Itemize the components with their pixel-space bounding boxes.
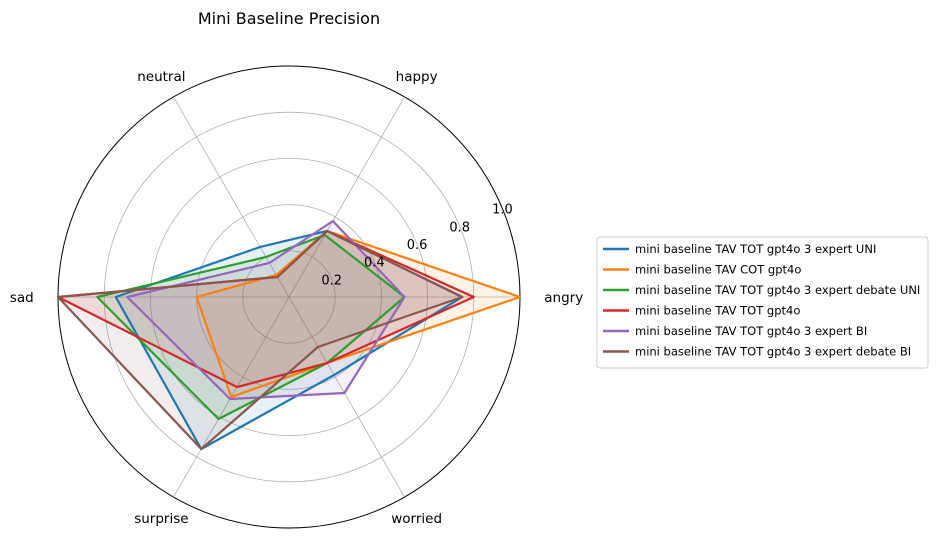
axis-labels: 0.2 0.4 0.6 0.8 1.0 angry happy neutral sad surpr… <box>10 69 583 527</box>
radial-tick-label: 0.2 <box>321 273 342 288</box>
legend-entry: mini baseline TAV TOT gpt4o 3 expert BI <box>635 324 867 338</box>
series-layer <box>56 219 522 451</box>
grid-spoke <box>288 96 405 298</box>
series-fill <box>58 230 463 450</box>
series-fill <box>196 230 520 398</box>
radial-tick-label: 1.0 <box>492 203 513 218</box>
series-line <box>56 229 464 451</box>
legend-entry: mini baseline TAV TOT gpt4o <box>635 304 800 318</box>
series-fill <box>115 230 463 450</box>
radial-tick-label: 0.8 <box>449 220 470 235</box>
category-label: surprise <box>134 511 188 527</box>
radial-tick-label: 0.6 <box>407 238 428 253</box>
category-label: neutral <box>137 69 185 85</box>
legend-entry: mini baseline TAV TOT gpt4o 3 expert deb… <box>635 283 920 297</box>
legend-entry: mini baseline TAV TOT gpt4o 3 expert deb… <box>635 345 911 359</box>
category-label: sad <box>10 290 34 306</box>
radial-tick-label: 0.4 <box>364 256 385 271</box>
series-line <box>126 219 406 401</box>
chart-title: Mini Baseline Precision <box>198 9 380 28</box>
grid-spoke <box>288 296 405 498</box>
series-fill <box>127 220 405 400</box>
legend-box <box>596 236 929 369</box>
legend-entry: mini baseline TAV COT gpt4o <box>635 263 801 277</box>
category-label: worried <box>391 511 442 527</box>
category-label: angry <box>544 290 583 306</box>
legend: mini baseline TAV TOT gpt4o 3 expert UNI… <box>596 236 929 369</box>
category-label: happy <box>396 69 438 85</box>
legend-entry: mini baseline TAV TOT gpt4o 3 expert UNI <box>635 242 876 256</box>
